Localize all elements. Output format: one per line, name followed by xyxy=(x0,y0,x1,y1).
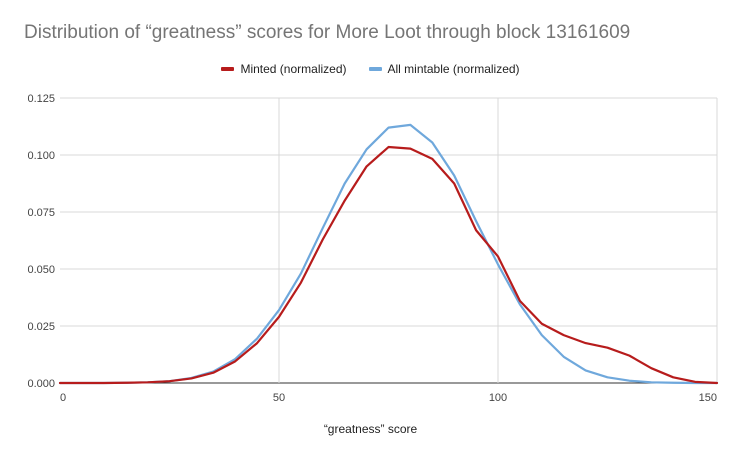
y-tick-label: 0.125 xyxy=(27,93,55,105)
legend-swatch-all-mintable xyxy=(368,67,382,71)
x-tick-label: 0 xyxy=(60,392,66,404)
legend-item-all-mintable[interactable]: All mintable (normalized) xyxy=(368,62,520,76)
x-axis-ticks: 0 50 100 150 xyxy=(60,392,717,404)
x-tick-label: 50 xyxy=(273,392,285,404)
gridlines xyxy=(60,97,718,384)
y-tick-label: 0.075 xyxy=(27,207,55,219)
x-tick-label: 100 xyxy=(489,392,507,404)
legend-item-minted[interactable]: Minted (normalized) xyxy=(221,62,347,76)
legend-swatch-minted xyxy=(221,67,235,71)
legend: Minted (normalized) All mintable (normal… xyxy=(0,62,741,76)
y-tick-label: 0.100 xyxy=(27,150,55,162)
x-axis-label: “greatness” score xyxy=(323,422,418,436)
legend-label-all-mintable: All mintable (normalized) xyxy=(387,62,520,76)
series-layer xyxy=(58,123,719,385)
series-line-all-mintable xyxy=(58,123,719,385)
series-line-minted xyxy=(58,145,719,385)
x-tick-label: 150 xyxy=(699,392,717,404)
y-axis-ticks: 0.000 0.025 0.050 0.075 0.100 0.125 xyxy=(27,93,55,390)
chart-title: Distribution of “greatness” scores for M… xyxy=(24,22,631,43)
y-tick-label: 0.050 xyxy=(27,264,55,276)
legend-label-minted: Minted (normalized) xyxy=(240,62,347,76)
y-tick-label: 0.000 xyxy=(27,378,55,390)
y-tick-label: 0.025 xyxy=(27,321,55,333)
